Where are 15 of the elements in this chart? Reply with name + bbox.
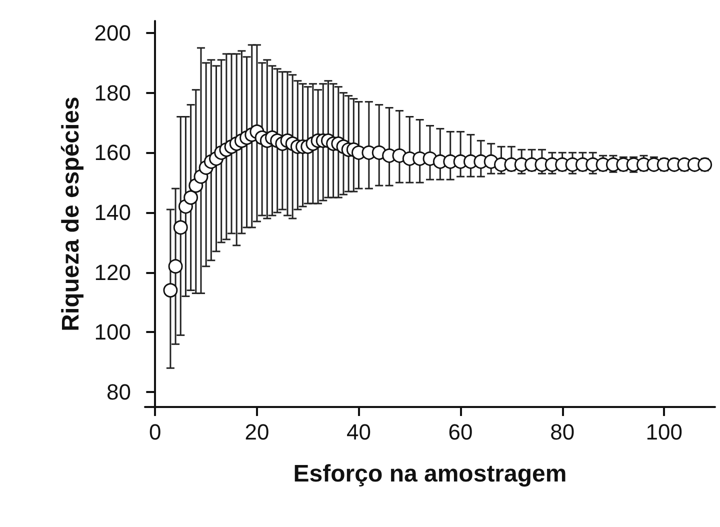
y-tick-label: 160: [94, 140, 131, 166]
x-tick-label: 40: [346, 420, 371, 444]
x-tick-label: 0: [149, 420, 162, 444]
x-tick-label: 20: [244, 420, 270, 444]
x-tick-label: 80: [550, 420, 575, 444]
y-axis-title: Riqueza de espécies: [58, 96, 84, 332]
x-tick-label: 60: [448, 420, 473, 444]
y-tick-label: 200: [94, 20, 131, 46]
y-tick-label: 120: [94, 260, 131, 285]
y-tick-label: 80: [106, 380, 131, 405]
y-tick-label: 180: [94, 80, 131, 106]
y-tick-label: 140: [94, 200, 131, 226]
y-tick-label: 100: [94, 320, 131, 345]
x-axis-title: Esforço na amostragem: [293, 460, 567, 488]
x-tick-label: 100: [646, 420, 682, 444]
